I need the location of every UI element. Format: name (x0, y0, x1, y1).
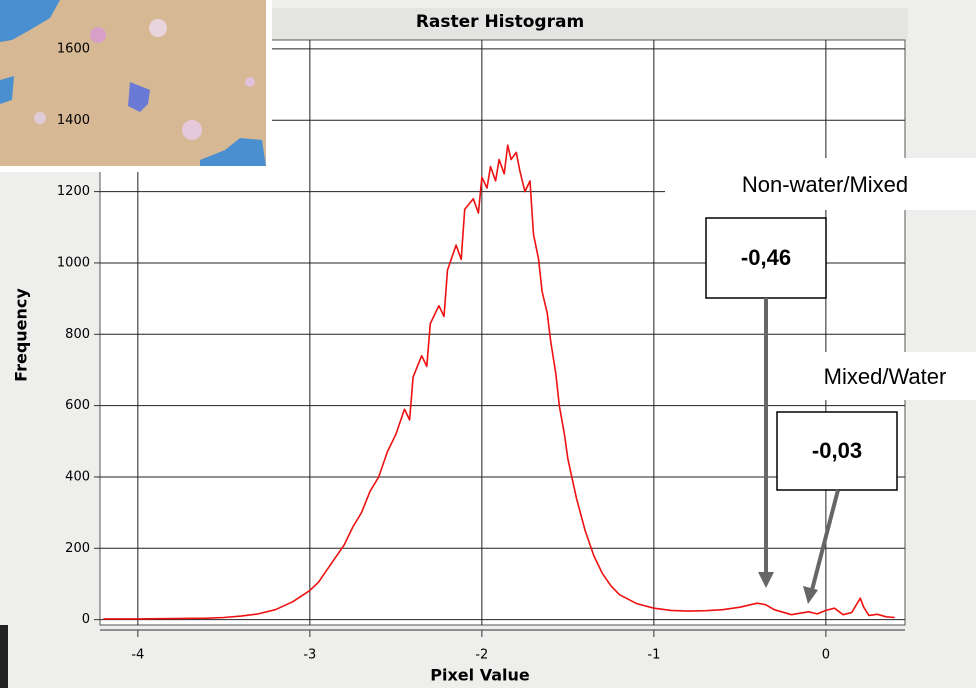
x-tick-label: -2 (475, 648, 488, 663)
y-axis-label: Frequency (12, 288, 31, 382)
y-tick-label: 1200 (57, 184, 90, 199)
y-tick-label: 1000 (57, 255, 90, 270)
y-tick-label: 1600 (57, 41, 90, 56)
x-tick-label: 0 (822, 648, 830, 663)
annotation: -0,46 (741, 245, 791, 270)
inset-map (0, 0, 272, 172)
y-tick-label: 800 (65, 327, 90, 342)
x-tick-label: -1 (647, 648, 660, 663)
y-tick-label: 400 (65, 469, 90, 484)
chart-title: Raster Histogram (416, 12, 584, 32)
y-tick-label: 1400 (57, 113, 90, 128)
y-tick-label: 200 (65, 541, 90, 556)
chart: Raster Histogram Pixel Value Frequency N… (0, 0, 976, 688)
annotation: -0,03 (812, 438, 862, 463)
annotation: Mixed/Water (824, 364, 947, 389)
edge-strip (0, 625, 8, 688)
y-tick-label: 600 (65, 398, 90, 413)
x-axis-label: Pixel Value (430, 666, 530, 685)
x-tick-label: -4 (131, 648, 144, 663)
x-tick-label: -3 (303, 648, 316, 663)
y-tick-label: 0 (82, 612, 90, 627)
annotation: Non-water/Mixed (742, 172, 908, 197)
